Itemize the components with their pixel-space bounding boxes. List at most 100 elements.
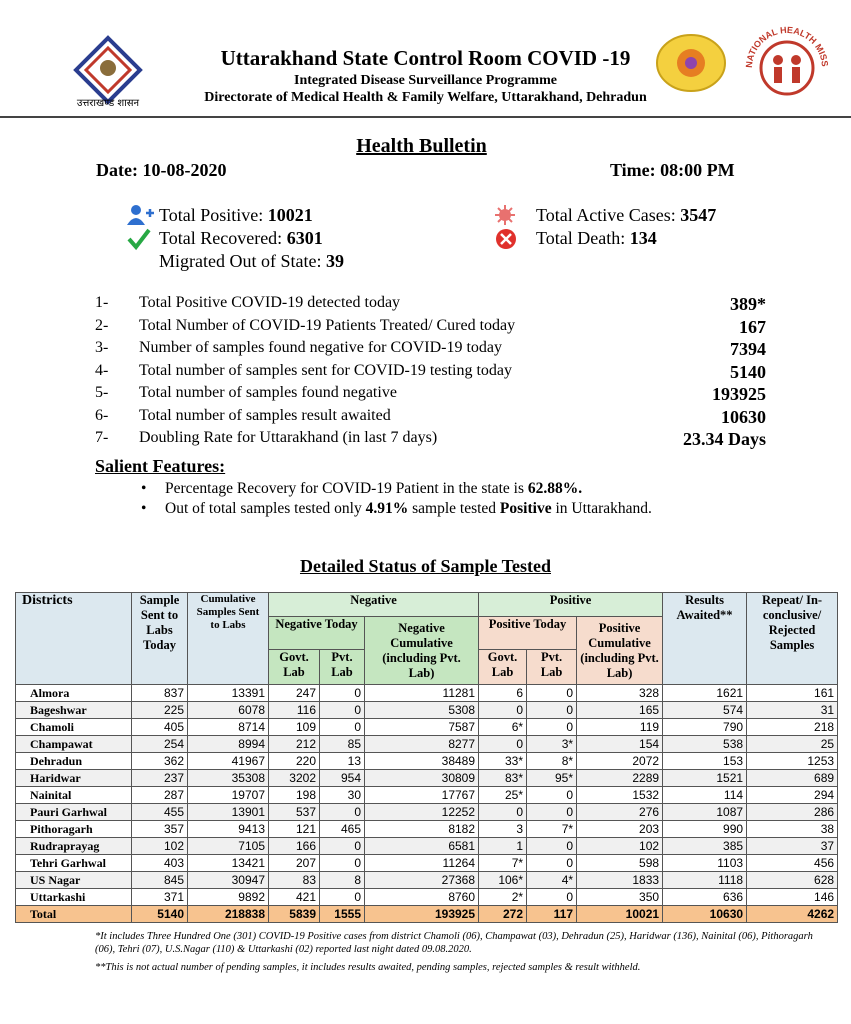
cell: 13421	[187, 854, 269, 872]
item-number: 1-	[95, 294, 109, 311]
cell: 41967	[187, 752, 269, 770]
migrated: Migrated Out of State: 39	[159, 251, 344, 272]
footnote: **This is not actual number of pending s…	[95, 962, 641, 973]
cell: 10021	[576, 905, 664, 923]
value: 134	[629, 228, 657, 248]
district: Haridwar	[15, 769, 132, 787]
cell: 0	[526, 701, 578, 719]
active-cases: Total Active Cases: 3547	[536, 205, 716, 226]
table-row: Champawat 254 8994 212 85 8277 0 3* 154 538 25	[15, 735, 839, 753]
cell: 0	[526, 786, 578, 804]
bullet: •	[141, 480, 147, 497]
cell: 405	[131, 718, 188, 736]
cell: 5839	[268, 905, 320, 923]
district: Champawat	[15, 735, 132, 753]
cell: 598	[576, 854, 664, 872]
cell: 6078	[187, 701, 269, 719]
cell: 2*	[478, 888, 528, 906]
header: Govt. Lab	[478, 649, 528, 685]
district: US Nagar	[15, 871, 132, 889]
cell: 2289	[576, 769, 664, 787]
cell: 7*	[526, 820, 578, 838]
text: 4.91%	[365, 500, 409, 517]
cell: 350	[576, 888, 664, 906]
header: Repeat/ In-conclusive/ Rejected Samples	[746, 592, 839, 685]
cell: 102	[576, 837, 664, 855]
cell: 30947	[187, 871, 269, 889]
table-row: Almora 837 13391 247 0 11281 6 0 328 1621 161	[15, 684, 839, 702]
cell: 272	[478, 905, 528, 923]
header: Districts	[15, 592, 132, 685]
salient-item: Out of total samples tested only 4.91% s…	[165, 500, 652, 518]
header: Pvt. Lab	[319, 649, 365, 685]
district: Uttarkashi	[15, 888, 132, 906]
item-text: Doubling Rate for Uttarakhand (in last 7…	[139, 429, 438, 446]
cell: 328	[576, 684, 664, 702]
cell: 7*	[478, 854, 528, 872]
header: Govt. Lab	[268, 649, 320, 685]
cell: 0	[319, 803, 365, 821]
cell: 8714	[187, 718, 269, 736]
cell: 117	[526, 905, 578, 923]
date: Date: 10-08-2020	[96, 160, 227, 180]
cell: 357	[131, 820, 188, 838]
cell: 954	[319, 769, 365, 787]
table-row: Pauri Garhwal 455 13901 537 0 12252 0 0 276 1087 2…	[15, 803, 839, 821]
total-recovered: Total Recovered: 6301	[159, 228, 323, 249]
cell: 1555	[319, 905, 365, 923]
item-text: Total number of samples sent for COVID-1…	[139, 361, 513, 379]
cell: 8182	[363, 820, 480, 838]
item-text: Number of samples found negative for COV…	[139, 339, 503, 356]
item-value: 389*	[730, 294, 766, 314]
cell: 212	[268, 735, 320, 753]
cell: 30	[319, 786, 365, 804]
cell: 403	[131, 854, 188, 872]
cell: 455	[131, 803, 188, 821]
cell: 10630	[662, 905, 748, 923]
cell: 385	[662, 837, 748, 855]
header: Negative	[267, 592, 480, 617]
divider	[0, 116, 851, 118]
cell: 0	[319, 684, 365, 702]
cell: 13	[319, 752, 365, 770]
cell: 0	[478, 735, 528, 753]
table-row: Tehri Garhwal 403 13421 207 0 11264 7* 0 598 1103…	[15, 854, 839, 872]
cell: 3202	[268, 769, 320, 787]
bulletin-title: Health Bulletin	[356, 135, 487, 157]
cell: 31	[746, 701, 839, 719]
cell: 9892	[187, 888, 269, 906]
item-number: 2-	[95, 316, 109, 334]
cell: 83*	[478, 769, 528, 787]
cell: 35308	[187, 769, 269, 787]
header: Positive Today	[478, 616, 578, 650]
cell: 116	[268, 701, 320, 719]
cell: 6581	[363, 837, 480, 855]
time: Time: 08:00 PM	[610, 160, 735, 180]
label: Migrated Out of State:	[159, 251, 322, 271]
item-text: Total Positive COVID-19 detected today	[139, 294, 401, 311]
cell: 7105	[187, 837, 269, 855]
salient-title: Salient Features:	[95, 456, 226, 476]
cell: 1621	[662, 684, 748, 702]
item-number: 6-	[95, 406, 109, 424]
cell: 0	[319, 701, 365, 719]
cell: 5140	[131, 905, 188, 923]
cell: 6	[478, 684, 528, 702]
cell: 165	[576, 701, 664, 719]
cell: 237	[131, 769, 188, 787]
district: Bageshwar	[15, 701, 132, 719]
cell: 3	[478, 820, 528, 838]
cell: 1118	[662, 871, 748, 889]
header: Pvt. Lab	[526, 649, 578, 685]
table-row: Uttarkashi 371 9892 421 0 8760 2* 0 350 636 146	[15, 888, 839, 906]
cell: 0	[526, 854, 578, 872]
text: Positive	[499, 500, 552, 517]
district: Dehradun	[15, 752, 132, 770]
header: Cumulative Samples Sent to Labs	[187, 592, 269, 685]
header: Negative Today	[268, 616, 365, 650]
item-value: 10630	[721, 406, 766, 427]
cell: 11281	[363, 684, 480, 702]
header: Positive Cumulative (including Pvt. Lab)	[576, 616, 664, 685]
cell: 0	[319, 718, 365, 736]
cell: 218838	[187, 905, 269, 923]
